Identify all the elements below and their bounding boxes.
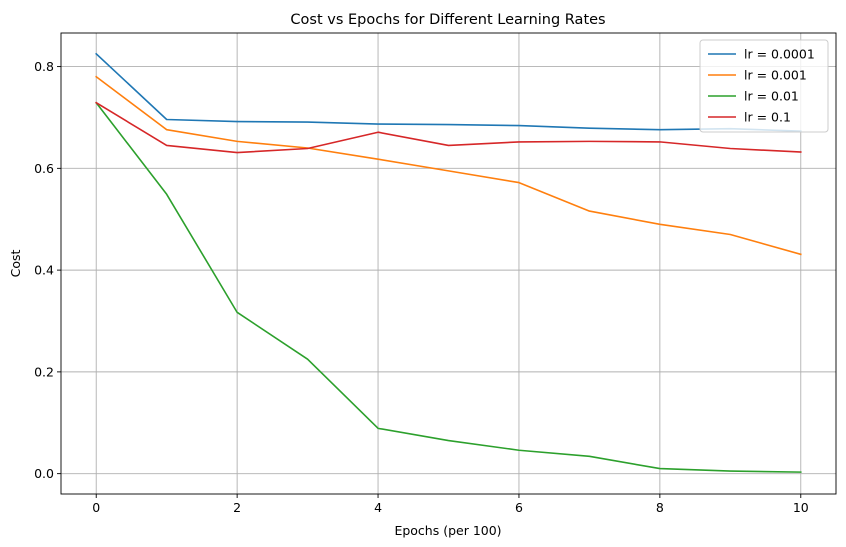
x-tick-label: 0 <box>92 500 100 515</box>
y-tick-label: 0.0 <box>34 466 54 481</box>
y-tick-label: 0.6 <box>34 161 54 176</box>
plot-frame <box>60 32 837 495</box>
x-axis-label: Epochs (per 100) <box>394 523 501 538</box>
legend-box <box>699 39 829 133</box>
x-tick-label: 2 <box>233 500 241 515</box>
series-line <box>95 52 802 133</box>
legend-entry-label: lr = 0.1 <box>744 110 791 125</box>
legend: lr = 0.0001 lr = 0.001 lr = 0.01 lr = 0.1 <box>699 39 829 133</box>
x-axis-ticks: 0 2 4 6 8 10 <box>92 494 809 515</box>
x-tick-label: 10 <box>793 500 809 515</box>
series-line <box>95 101 802 154</box>
y-axis-ticks: 0.0 0.2 0.4 0.6 0.8 <box>34 59 61 481</box>
y-tick-label: 0.8 <box>34 59 54 74</box>
legend-entry-label: lr = 0.001 <box>744 68 807 83</box>
x-tick-label: 6 <box>515 500 523 515</box>
legend-entry-label: lr = 0.01 <box>744 89 799 104</box>
series-lines <box>95 52 802 473</box>
x-tick-label: 4 <box>374 500 382 515</box>
chart-title: Cost vs Epochs for Different Learning Ra… <box>290 12 605 28</box>
y-tick-label: 0.2 <box>34 364 54 379</box>
x-tick-label: 8 <box>656 500 664 515</box>
legend-entry-label: lr = 0.0001 <box>744 47 815 62</box>
series-line <box>95 101 802 473</box>
y-tick-label: 0.4 <box>34 263 54 278</box>
y-axis-label: Cost <box>8 250 23 278</box>
series-line <box>95 75 802 256</box>
